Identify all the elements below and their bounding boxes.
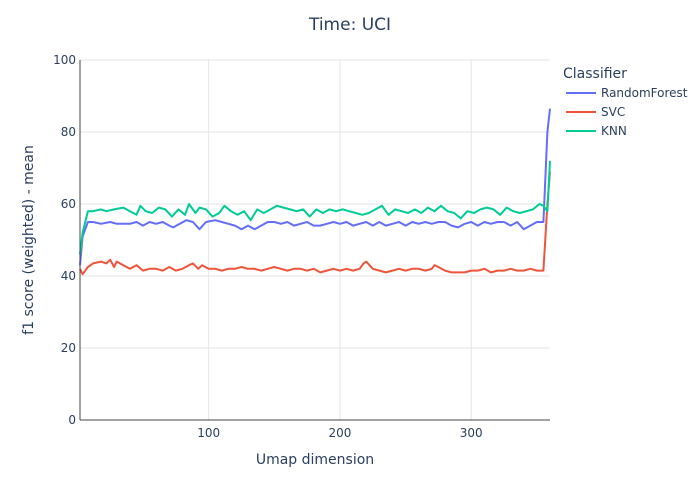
legend-title: Classifier — [563, 66, 627, 82]
legend-label: SVC — [601, 105, 625, 119]
y-tick-label: 80 — [61, 125, 76, 139]
legend-label: RandomForest — [601, 86, 688, 100]
legend-label: KNN — [601, 124, 627, 138]
legend-item-knn[interactable]: KNN — [566, 124, 627, 138]
series-line-randomforest — [79, 108, 551, 266]
y-tick-label: 40 — [61, 269, 76, 283]
chart-title: Time: UCI — [308, 15, 391, 35]
x-tick-label: 300 — [460, 426, 483, 440]
x-tick-label: 100 — [197, 426, 220, 440]
series-layer — [79, 108, 551, 276]
series-line-knn — [79, 160, 551, 255]
legend-item-randomforest[interactable]: RandomForest — [566, 86, 688, 100]
y-tick-label: 100 — [53, 53, 76, 67]
x-axis-label: Umap dimension — [256, 452, 374, 468]
y-tick-label: 0 — [68, 413, 76, 427]
x-tick-label: 200 — [328, 426, 351, 440]
y-tick-label: 60 — [61, 197, 76, 211]
y-tick-label: 20 — [61, 341, 76, 355]
grid — [80, 59, 550, 420]
legend-item-svc[interactable]: SVC — [566, 105, 625, 119]
y-axis-label: f1 score (weighted) - mean — [21, 145, 37, 335]
axes: 100 200 300 0 20 40 60 80 100 — [53, 53, 550, 440]
legend[interactable]: Classifier RandomForest SVC KNN — [563, 66, 688, 138]
series-line-svc — [79, 171, 551, 276]
